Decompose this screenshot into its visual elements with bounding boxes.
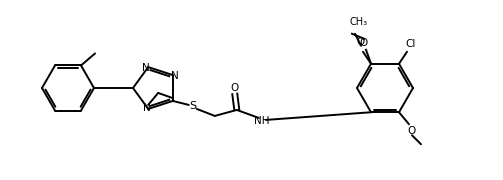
Text: N: N [171, 71, 179, 81]
Text: CH₃: CH₃ [350, 17, 368, 27]
Text: Cl: Cl [406, 39, 416, 49]
Text: O: O [357, 37, 365, 47]
Text: N: N [143, 103, 151, 113]
Text: O: O [231, 83, 239, 93]
Text: O: O [360, 38, 368, 48]
Text: NH: NH [254, 116, 270, 126]
Text: S: S [189, 101, 196, 111]
Text: N: N [142, 63, 150, 73]
Text: O: O [408, 126, 416, 136]
